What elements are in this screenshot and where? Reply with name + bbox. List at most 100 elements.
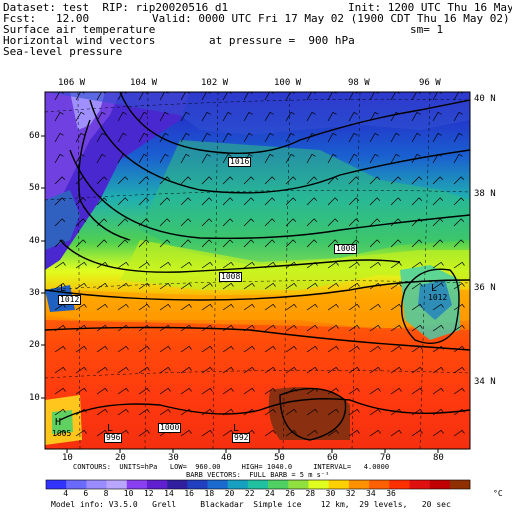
wind-barb xyxy=(54,111,64,122)
wind-barb xyxy=(411,345,423,353)
wind-barb xyxy=(96,282,108,290)
wind-barb xyxy=(159,153,169,164)
wind-barb xyxy=(306,408,318,416)
wind-barb xyxy=(453,345,465,353)
colorbar-swatch xyxy=(227,480,249,489)
wind-barb xyxy=(180,366,192,374)
wind-barb xyxy=(180,408,192,416)
y-tick-label: 40 xyxy=(29,236,40,246)
wind-barb xyxy=(432,239,444,248)
wind-barb xyxy=(243,408,255,416)
wind-barb xyxy=(180,324,192,332)
wind-barb xyxy=(96,111,106,122)
wind-barb xyxy=(390,176,402,185)
wind-barb xyxy=(390,92,400,101)
wind-barb xyxy=(369,345,381,353)
dataset-label: Dataset: test RIP: rip20020516 d1 xyxy=(3,1,229,14)
wind-barb xyxy=(243,218,255,227)
colorbar-unit: °C xyxy=(493,489,503,498)
wind-barb xyxy=(453,429,465,437)
wind-barb xyxy=(390,261,402,269)
wind-barb xyxy=(285,345,297,353)
wind-barb xyxy=(54,153,64,164)
wind-barb xyxy=(96,366,108,374)
wind-barb xyxy=(285,176,297,185)
colorbar-label: 34 xyxy=(366,489,376,498)
wind-barb xyxy=(117,387,129,395)
colorbar-swatch xyxy=(247,480,269,489)
wind-barb xyxy=(411,303,423,311)
wind-barb xyxy=(117,92,127,101)
wind-barb xyxy=(201,345,213,353)
wind-barb xyxy=(264,218,276,227)
wind-barb xyxy=(390,366,402,374)
wind-barb xyxy=(348,197,360,206)
wind-barb xyxy=(75,303,87,311)
wind-barb xyxy=(453,282,465,290)
wind-barb xyxy=(159,218,171,227)
wind-barb xyxy=(96,153,106,164)
wind-barb xyxy=(159,132,169,143)
y-tick-label: 20 xyxy=(29,340,40,350)
wind-barb xyxy=(243,92,253,101)
wind-barb xyxy=(348,429,360,437)
wind-barb xyxy=(411,111,421,122)
wind-barb xyxy=(390,153,400,164)
wind-barb xyxy=(432,366,444,374)
wind-barb xyxy=(222,239,234,248)
wind-barb xyxy=(222,408,234,416)
wind-barb xyxy=(264,345,276,353)
wind-barb xyxy=(75,387,87,395)
wind-barb xyxy=(285,197,297,206)
wind-barb xyxy=(348,176,360,185)
colorbar-label: 10 xyxy=(123,489,134,498)
colorbar-border xyxy=(45,479,471,490)
wind-barb xyxy=(264,429,276,437)
wind-barb xyxy=(369,92,379,101)
wind-barb xyxy=(306,132,316,143)
wind-barb xyxy=(348,408,360,416)
wind-barb xyxy=(159,282,171,290)
colorbar-label: 20 xyxy=(224,489,235,498)
wind-barb xyxy=(180,239,192,248)
wind-barb xyxy=(159,197,171,206)
wind-barb xyxy=(96,92,106,101)
wind-barb xyxy=(411,176,423,185)
barb-info: BARB VECTORS: FULL BARB = 5 m s⁻¹ xyxy=(186,471,330,479)
wind-barb xyxy=(411,429,423,437)
wind-barb xyxy=(117,218,129,227)
wind-barb xyxy=(327,153,337,164)
wind-barb xyxy=(453,366,465,374)
y-tick-label: 10 xyxy=(29,393,40,403)
wind-barb xyxy=(222,282,234,290)
wind-barb xyxy=(75,324,87,332)
wind-barb xyxy=(54,408,66,416)
wind-barb xyxy=(201,239,213,248)
wind-barb xyxy=(453,153,463,164)
isobar-label: 992 xyxy=(232,433,251,443)
wind-barb xyxy=(369,303,381,311)
low-pressure-value: 1012 xyxy=(428,293,448,302)
wind-barb xyxy=(54,261,66,269)
wind-barb xyxy=(159,239,171,248)
wind-barb xyxy=(327,345,339,353)
wind-barb xyxy=(369,153,379,164)
y-tick-label: 50 xyxy=(29,183,40,193)
wind-barb xyxy=(453,324,465,332)
wind-barb xyxy=(348,303,360,311)
colorbar xyxy=(45,479,471,490)
wind-barb xyxy=(285,429,297,437)
wind-barb xyxy=(348,282,360,290)
wind-barb xyxy=(390,111,400,122)
colorbar-label: 16 xyxy=(184,489,194,498)
wind-barb xyxy=(411,132,421,143)
wind-barb xyxy=(390,324,402,332)
lon-label: 106 W xyxy=(58,78,86,88)
wind-barb xyxy=(117,282,129,290)
colorbar-label: 32 xyxy=(345,489,356,498)
colorbar-swatch xyxy=(288,480,309,489)
isobar-label: 1008 xyxy=(334,244,358,254)
colorbar-label: 18 xyxy=(204,489,215,498)
wind-barb xyxy=(243,282,255,290)
wind-barb xyxy=(138,132,148,143)
